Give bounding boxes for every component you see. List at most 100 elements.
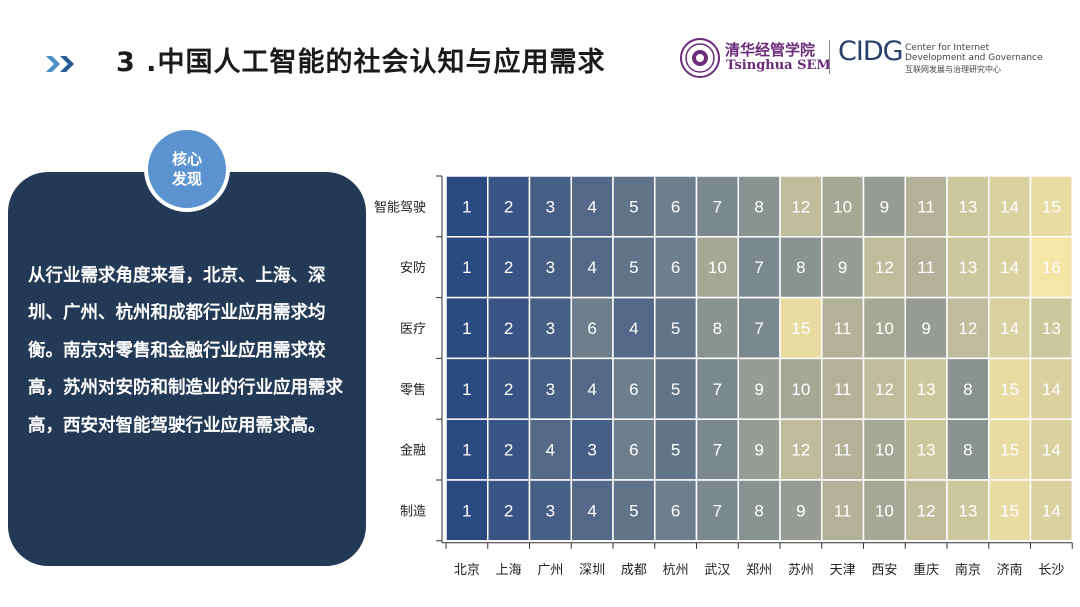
heatmap-cell xyxy=(654,175,698,238)
heatmap-cell-value: 14 xyxy=(1042,501,1061,520)
heatmap-cell xyxy=(487,479,531,542)
heatmap-cell-value: 6 xyxy=(629,380,638,399)
heatmap-cell-value: 4 xyxy=(587,197,596,216)
heatmap-cell-value: 9 xyxy=(921,319,930,338)
heatmap-cell-value: 4 xyxy=(587,258,596,277)
heatmap-cell-value: 11 xyxy=(834,319,852,338)
y-tick-label: 金融 xyxy=(400,443,426,458)
x-tick-label: 西安 xyxy=(871,562,897,577)
heatmap-cell xyxy=(612,296,656,360)
heatmap-cell xyxy=(1029,479,1073,542)
heatmap-cell xyxy=(862,296,906,360)
heatmap-cell-value: 7 xyxy=(754,258,763,277)
heatmap-cell-value: 12 xyxy=(791,441,810,460)
heatmap-cell-value: 12 xyxy=(917,501,936,520)
heatmap-cell xyxy=(445,357,489,420)
heatmap-cell xyxy=(695,296,739,360)
key-finding-panel xyxy=(8,172,366,566)
heatmap-cell xyxy=(737,175,781,238)
x-tick-label: 深圳 xyxy=(579,562,605,577)
y-tick-label: 智能驾驶 xyxy=(374,199,426,214)
heatmap-cell xyxy=(946,479,990,542)
heatmap-cell xyxy=(654,479,698,542)
heatmap-cell xyxy=(779,357,823,420)
heatmap-cell-value: 9 xyxy=(796,501,805,520)
heatmap-cell xyxy=(695,175,739,238)
x-tick-label: 成都 xyxy=(621,562,647,577)
heatmap-cell-value: 5 xyxy=(671,441,680,460)
tsinghua-seal-logo xyxy=(680,38,720,78)
x-tick-label: 广州 xyxy=(537,562,563,577)
heatmap-cell xyxy=(528,236,572,299)
heatmap-cell xyxy=(487,175,531,238)
heatmap-cell-value: 8 xyxy=(963,380,972,399)
heatmap-cell-value: 2 xyxy=(504,380,513,399)
heatmap-cell-value: 3 xyxy=(546,197,555,216)
heatmap-cell-value: 2 xyxy=(504,441,513,460)
heatmap-cell xyxy=(612,175,656,238)
heatmap-cell xyxy=(821,296,865,360)
heatmap-cell-value: 15 xyxy=(1000,441,1019,460)
heatmap-cell-value: 4 xyxy=(587,380,596,399)
heatmap-cell-value: 12 xyxy=(791,197,810,216)
x-tick-label: 杭州 xyxy=(663,562,689,577)
heatmap-cell xyxy=(1029,236,1073,299)
heatmap-cell-value: 1 xyxy=(462,501,471,520)
heatmap-cell-value: 13 xyxy=(958,501,977,520)
cidg-logo-en-line1: Center for Internet xyxy=(905,43,990,53)
heatmap-cell xyxy=(445,296,489,360)
heatmap-cell xyxy=(862,479,906,542)
tsinghua-sem-logo-cn: 清华经管学院 xyxy=(725,41,816,59)
heatmap-cell-value: 1 xyxy=(462,380,471,399)
x-tick-label: 天津 xyxy=(830,562,856,577)
x-tick-label: 北京 xyxy=(454,562,480,577)
heatmap-cell-value: 4 xyxy=(629,319,638,338)
heatmap-cell-value: 10 xyxy=(875,319,894,338)
heatmap-cell xyxy=(612,418,656,481)
heatmap-cell xyxy=(862,357,906,420)
heatmap-cell xyxy=(821,418,865,481)
heatmap-cell-value: 9 xyxy=(754,380,763,399)
heatmap-cell-value: 9 xyxy=(838,258,847,277)
heatmap-cell-value: 6 xyxy=(587,319,596,338)
heatmap-cell-value: 4 xyxy=(587,501,596,520)
heatmap-cell xyxy=(654,296,698,360)
heatmap-cell-value: 11 xyxy=(917,197,935,216)
heatmap-cell-value: 4 xyxy=(546,441,555,460)
heatmap-cell-value: 10 xyxy=(791,380,810,399)
heatmap-cell-value: 13 xyxy=(917,441,936,460)
chevron-arrows-icon xyxy=(46,56,74,72)
heatmap-cell xyxy=(612,357,656,420)
heatmap-cell xyxy=(779,479,823,542)
heatmap-cell-value: 12 xyxy=(958,319,977,338)
y-tick-label: 安防 xyxy=(400,260,426,275)
heatmap-cell xyxy=(570,175,614,238)
heatmap-cell xyxy=(570,479,614,542)
heatmap-cell-value: 3 xyxy=(546,319,555,338)
heatmap-cell xyxy=(487,236,531,299)
heatmap-cell xyxy=(1029,418,1073,481)
heatmap-cell-value: 5 xyxy=(671,380,680,399)
heatmap-cell-value: 10 xyxy=(833,197,852,216)
heatmap-cell-value: 2 xyxy=(504,319,513,338)
heatmap-cell xyxy=(737,418,781,481)
heatmap-cell-value: 11 xyxy=(834,441,852,460)
y-tick-label: 制造 xyxy=(400,503,426,518)
heatmap-cell xyxy=(821,357,865,420)
x-tick-label: 重庆 xyxy=(913,562,939,577)
heatmap-cell-value: 1 xyxy=(462,319,471,338)
heatmap-cell-value: 8 xyxy=(713,319,722,338)
cidg-logo: CIDG xyxy=(838,36,904,67)
heatmap-cell-value: 2 xyxy=(504,501,513,520)
x-tick-label: 南京 xyxy=(955,562,981,577)
heatmap-cell-value: 13 xyxy=(958,258,977,277)
heatmap-cell-value: 9 xyxy=(754,441,763,460)
cidg-logo-cn: 互联网发展与治理研究中心 xyxy=(905,65,1001,74)
heatmap-cell-value: 14 xyxy=(1000,258,1019,277)
heatmap-cell-value: 9 xyxy=(880,197,889,216)
heatmap-cell xyxy=(862,175,906,238)
heatmap-cell xyxy=(695,357,739,420)
heatmap-cell xyxy=(779,175,823,238)
heatmap-cell-value: 5 xyxy=(671,319,680,338)
